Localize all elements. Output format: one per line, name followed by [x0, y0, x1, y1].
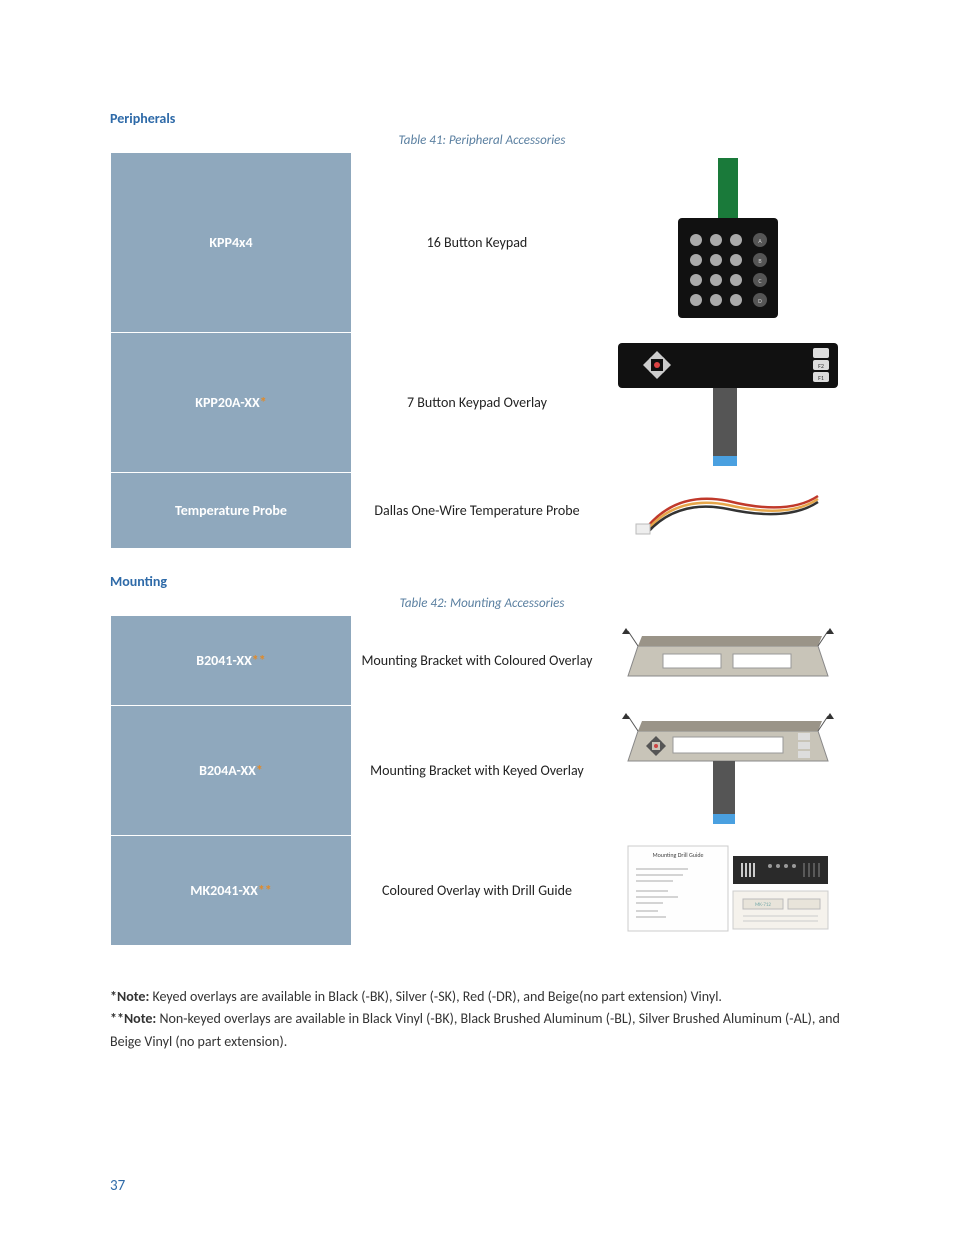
- table-row-label: KPP20A-XX*: [111, 333, 352, 473]
- note-2-label: **Note:: [110, 1010, 156, 1027]
- asterisk: *: [260, 394, 267, 411]
- table-row-label: B204A-XX*: [111, 706, 352, 836]
- svg-text:F2: F2: [818, 362, 824, 370]
- table-row-label: B2041-XX**: [111, 616, 352, 706]
- table-row-image: [602, 616, 853, 706]
- table-row-desc: Mounting Bracket with Keyed Overlay: [351, 706, 602, 836]
- asterisk: *: [256, 762, 263, 779]
- keypad7-icon: F2 F1: [613, 338, 843, 468]
- svg-text:D: D: [758, 297, 762, 305]
- product-code: B204A-XX: [199, 762, 256, 779]
- table-row-image: [602, 473, 853, 549]
- note-2-text: Non-keyed overlays are available in Blac…: [110, 1010, 840, 1049]
- svg-text:Mounting Drill Guide: Mounting Drill Guide: [653, 851, 704, 859]
- mounting-heading: Mounting: [110, 573, 854, 590]
- table-row-desc: Dallas One-Wire Temperature Probe: [351, 473, 602, 549]
- peripherals-table: KPP4x4 16 Button Keypad A B C D: [110, 152, 854, 549]
- note-2: **Note: Non-keyed overlays are available…: [110, 1008, 854, 1053]
- note-1-text: Keyed overlays are available in Black (-…: [149, 988, 722, 1005]
- asterisk: **: [252, 652, 266, 669]
- table-row-label: MK2041-XX**: [111, 836, 352, 946]
- table-row-image: Mounting Drill Guide: [602, 836, 853, 946]
- mounting-table: B2041-XX** Mounting Bracket with Coloure…: [110, 615, 854, 946]
- table-row-label: KPP4x4: [111, 153, 352, 333]
- table-row-image: F2 F1: [602, 333, 853, 473]
- product-code: MK2041-XX: [190, 882, 258, 899]
- note-1-label: *Note:: [110, 988, 149, 1005]
- svg-text:MK-712: MK-712: [755, 902, 771, 908]
- notes-block: *Note: Keyed overlays are available in B…: [110, 986, 854, 1053]
- svg-text:A: A: [758, 237, 762, 245]
- product-code: KPP20A-XX: [195, 394, 259, 411]
- svg-text:F1: F1: [818, 374, 824, 382]
- product-code: Temperature Probe: [175, 502, 287, 519]
- tempprobe-icon: [618, 481, 838, 541]
- bracket-keyed-icon: [618, 711, 838, 831]
- product-code: KPP4x4: [209, 234, 252, 251]
- table-row-desc: Coloured Overlay with Drill Guide: [351, 836, 602, 946]
- keypad16-icon: A B C D: [658, 158, 798, 328]
- page-number: 37: [110, 1177, 125, 1195]
- peripherals-caption: Table 41: Peripheral Accessories: [110, 133, 854, 148]
- table-row-desc: 16 Button Keypad: [351, 153, 602, 333]
- table-row-label: Temperature Probe: [111, 473, 352, 549]
- mounting-caption: Table 42: Mounting Accessories: [110, 596, 854, 611]
- table-row-desc: 7 Button Keypad Overlay: [351, 333, 602, 473]
- asterisk: **: [258, 882, 272, 899]
- product-code: B2041-XX: [196, 652, 252, 669]
- svg-text:B: B: [758, 257, 761, 265]
- peripherals-heading: Peripherals: [110, 110, 854, 127]
- note-1: *Note: Keyed overlays are available in B…: [110, 986, 854, 1008]
- bracket-coloured-icon: [618, 626, 838, 696]
- table-row-image: [602, 706, 853, 836]
- drillguide-icon: Mounting Drill Guide: [618, 841, 838, 941]
- table-row-image: A B C D: [602, 153, 853, 333]
- table-row-desc: Mounting Bracket with Coloured Overlay: [351, 616, 602, 706]
